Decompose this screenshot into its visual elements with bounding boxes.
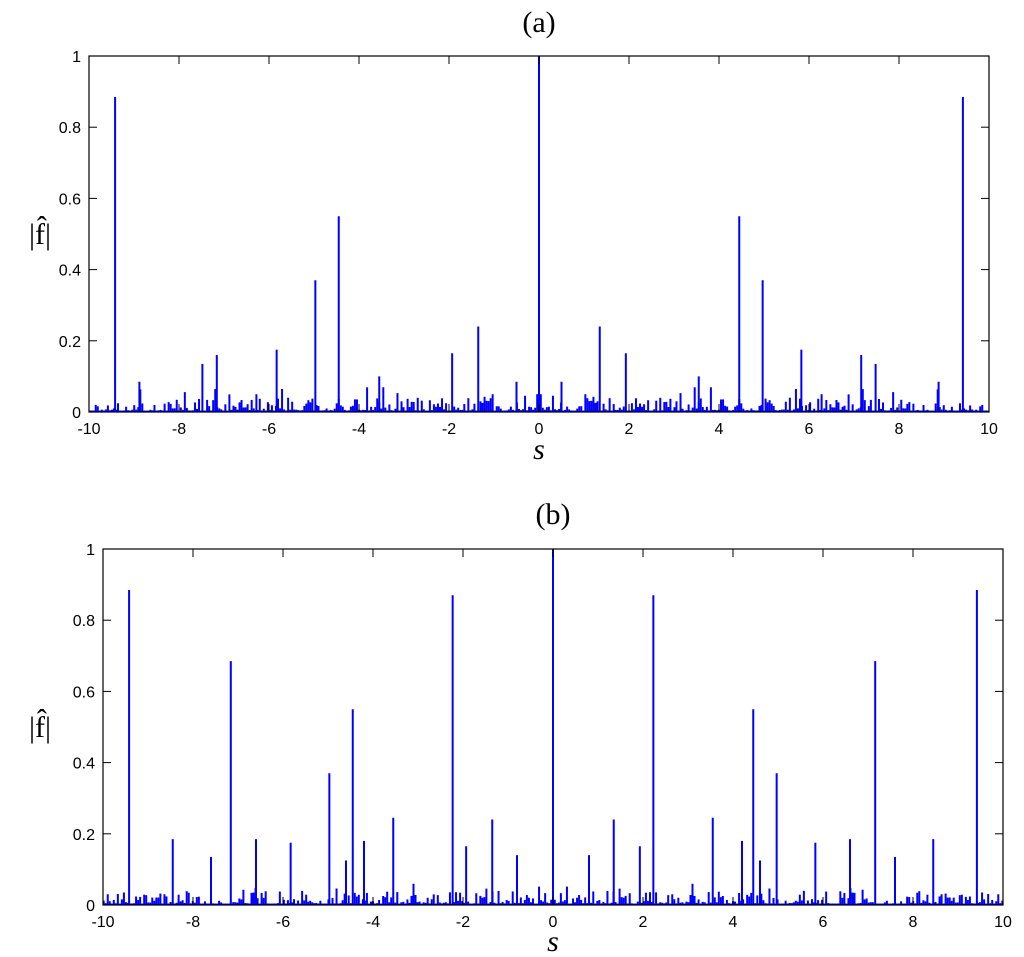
x-tick-label: 6 xyxy=(805,421,814,438)
chart-title: (b) xyxy=(536,498,571,531)
y-tick-label: 0 xyxy=(72,405,81,422)
x-tick-label: -10 xyxy=(91,914,114,931)
x-tick-label: 6 xyxy=(819,914,828,931)
x-tick-label: -4 xyxy=(352,421,366,438)
chart-panel-b: -10 -8 -6 -4 -2 0 2 4 6 8 10 0 0.2 0.4 0.6 0.8 1 (b) s |f̂| xyxy=(29,498,1012,957)
y-tick-label: 0.6 xyxy=(73,684,95,701)
chart-title: (a) xyxy=(522,6,555,39)
x-tick-label: 10 xyxy=(980,421,998,438)
x-tick-label: 4 xyxy=(729,914,738,931)
chart-panel-a: -10 -8 -6 -4 -2 0 2 4 6 8 10 0 0.2 0.4 0.6 0.8 1 (a) s |f̂| xyxy=(29,6,998,466)
y-tick-label: 0.6 xyxy=(59,191,81,208)
y-tick-label: 0.2 xyxy=(59,334,81,351)
y-tick-label: 0.8 xyxy=(59,120,81,137)
x-tick-label: 8 xyxy=(909,914,918,931)
x-tick-label: -4 xyxy=(366,914,380,931)
y-tick-label: 0.2 xyxy=(73,827,95,844)
x-tick-label: -8 xyxy=(172,421,186,438)
x-tick-label: 0 xyxy=(549,914,558,931)
x-tick-label: -10 xyxy=(77,421,100,438)
x-tick-label: -6 xyxy=(276,914,290,931)
x-tick-label: 2 xyxy=(625,421,634,438)
y-tick-label: 0.4 xyxy=(73,756,95,773)
y-tick-label: 0.8 xyxy=(73,613,95,630)
y-tick-label: 1 xyxy=(86,542,95,559)
x-tick-label: 2 xyxy=(639,914,648,931)
y-axis-label: |f̂| xyxy=(29,709,51,744)
x-tick-label: -8 xyxy=(186,914,200,931)
x-tick-label: -2 xyxy=(456,914,470,931)
y-tick-label: 1 xyxy=(72,49,81,66)
x-tick-label: -6 xyxy=(262,421,276,438)
y-tick-label: 0 xyxy=(86,898,95,915)
y-tick-label: 0.4 xyxy=(59,263,81,280)
x-tick-label: -2 xyxy=(442,421,456,438)
x-axis-label: s xyxy=(547,925,559,957)
y-axis-label: |f̂| xyxy=(29,216,51,251)
x-tick-label: 0 xyxy=(535,421,544,438)
x-axis-label: s xyxy=(533,433,545,466)
x-tick-label: 4 xyxy=(715,421,724,438)
x-tick-label: 8 xyxy=(895,421,904,438)
x-tick-label: 10 xyxy=(994,914,1012,931)
